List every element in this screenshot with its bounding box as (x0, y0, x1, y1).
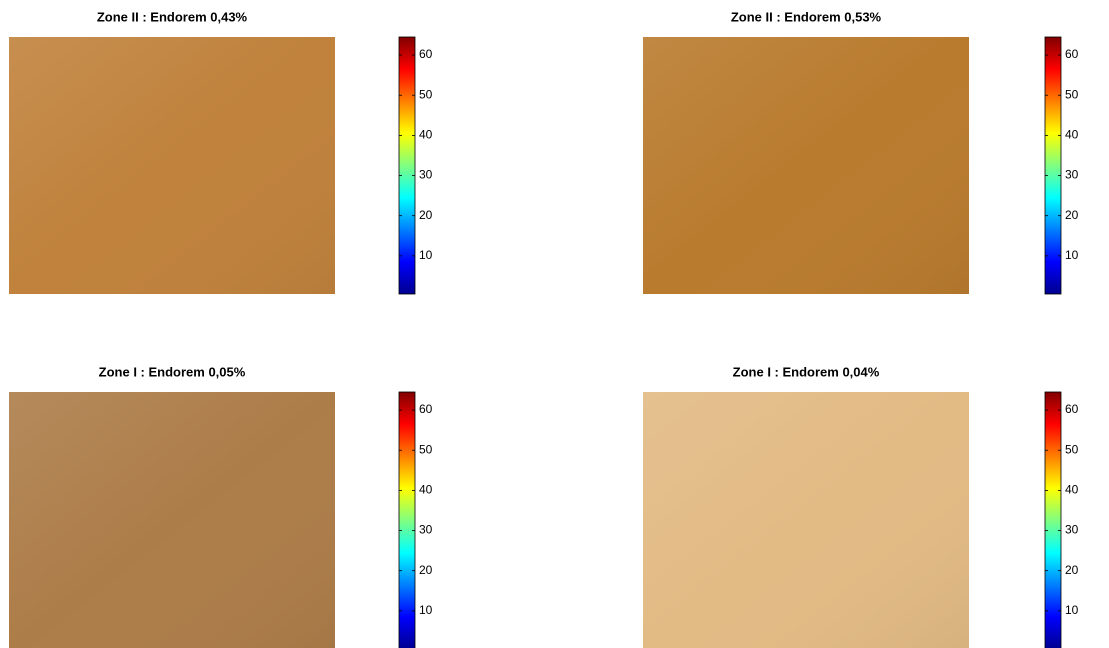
colorbar-tick-label: 10 (1065, 248, 1079, 262)
image-shade (9, 392, 335, 648)
panel-title: Zone II : Endorem 0,43% (97, 9, 248, 24)
colorbar-tick-label: 50 (419, 87, 433, 101)
panel-title: Zone I : Endorem 0,04% (733, 364, 880, 379)
colorbar-tick-label: 30 (1065, 168, 1079, 182)
colorbar-tick-label: 60 (1065, 402, 1079, 416)
colorbar-tick-label: 20 (419, 563, 433, 577)
image-shade (643, 392, 969, 648)
colorbar-tick-label: 10 (419, 248, 433, 262)
colorbar-tick-label: 30 (419, 523, 433, 537)
colorbar-tick-label: 60 (419, 402, 433, 416)
colorbar-tick-label: 40 (419, 483, 433, 497)
colorbar-tick-label: 30 (1065, 523, 1079, 537)
image-shade (643, 37, 969, 294)
colorbar-tick-label: 10 (1065, 603, 1079, 617)
colorbar (398, 36, 416, 295)
image-shade (9, 37, 335, 294)
colorbar-tick-label: 10 (419, 603, 433, 617)
colorbar-tick-label: 60 (1065, 47, 1079, 61)
panel-title: Zone I : Endorem 0,05% (99, 364, 246, 379)
colorbar-tick-label: 40 (1065, 483, 1079, 497)
colorbar (1044, 36, 1062, 295)
colorbar (1044, 391, 1062, 648)
colorbar-tick-label: 20 (419, 208, 433, 222)
colorbar-tick-label: 20 (1065, 208, 1079, 222)
colorbar-tick-label: 50 (1065, 87, 1079, 101)
colorbar-tick-label: 30 (419, 168, 433, 182)
panel-title: Zone II : Endorem 0,53% (731, 9, 882, 24)
colorbar-tick-label: 40 (1065, 128, 1079, 142)
colorbar-tick-label: 50 (1065, 442, 1079, 456)
colorbar-tick-label: 20 (1065, 563, 1079, 577)
colorbar-tick-label: 60 (419, 47, 433, 61)
colorbar (398, 391, 416, 648)
colorbar-tick-label: 50 (419, 442, 433, 456)
colorbar-tick-label: 40 (419, 128, 433, 142)
